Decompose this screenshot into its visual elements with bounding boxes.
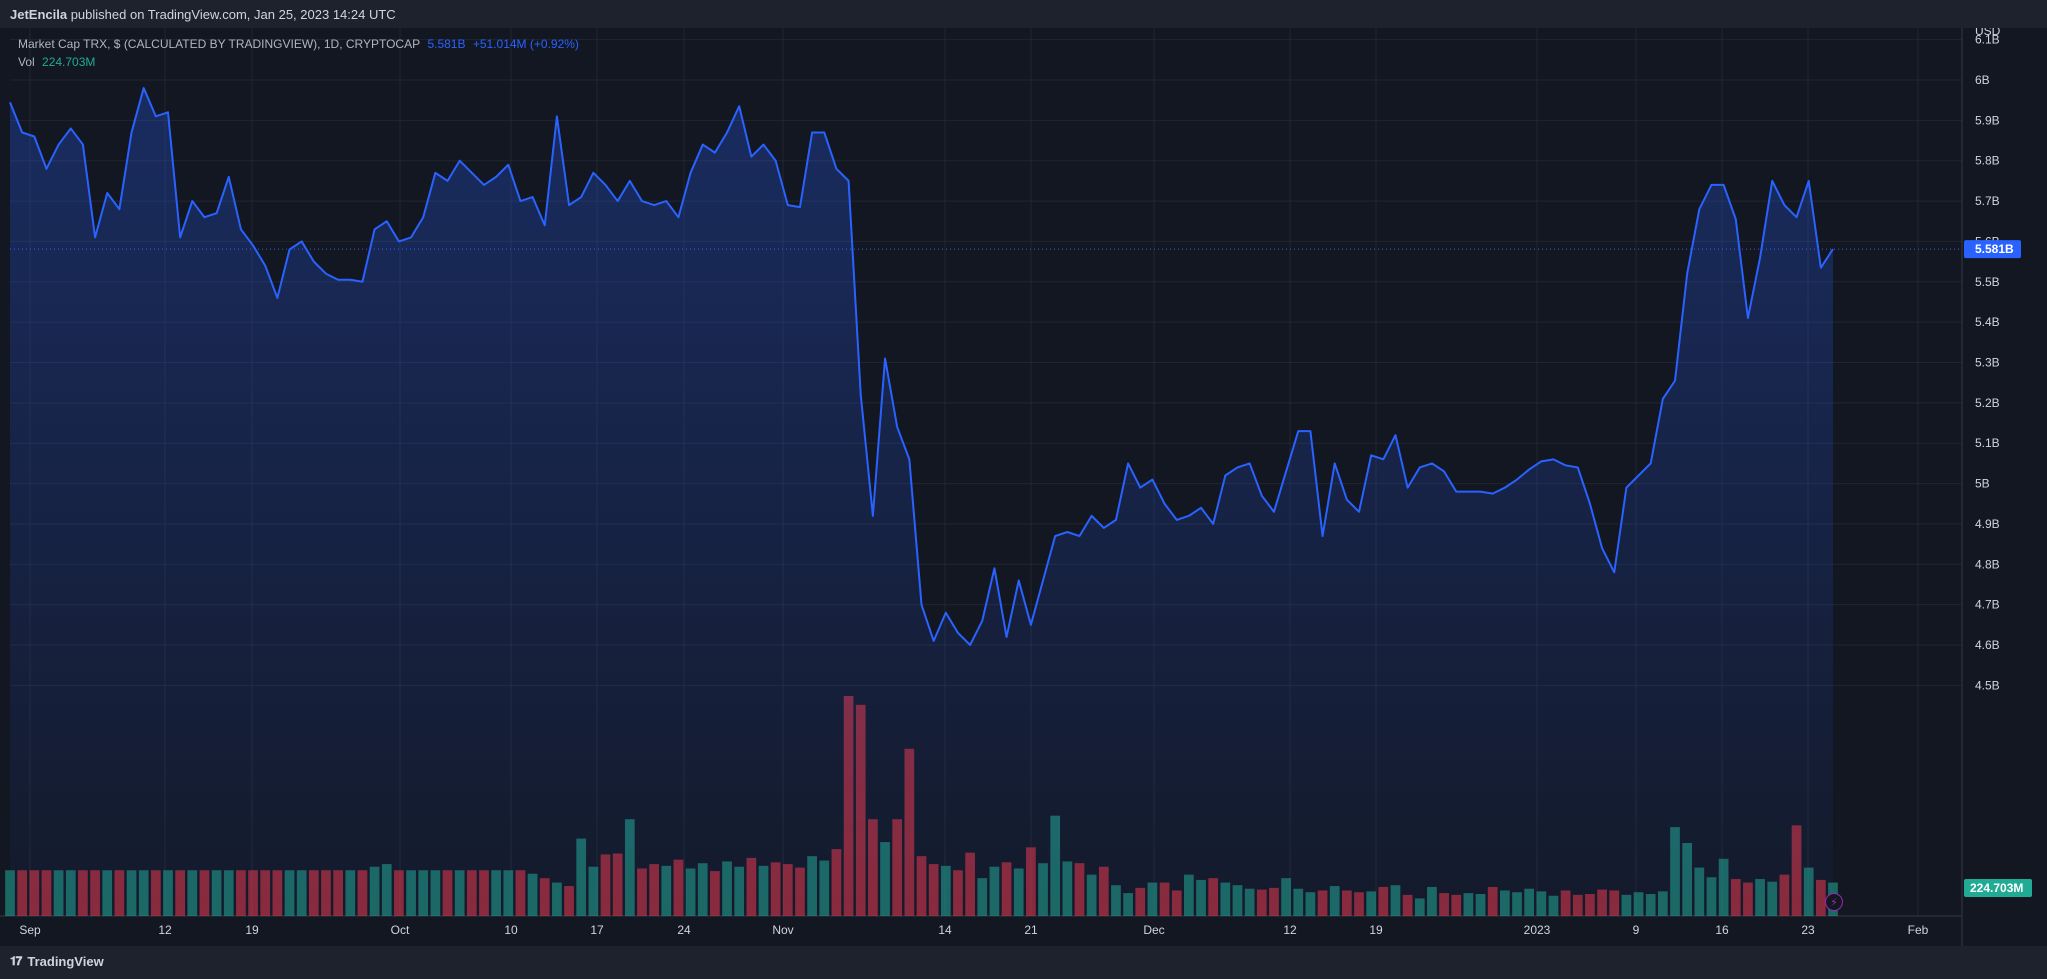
x-tick-label: Feb <box>1908 923 1929 937</box>
publisher-name[interactable]: JetEncila <box>10 7 68 22</box>
x-tick-label: Oct <box>391 923 410 937</box>
publish-bar: JetEncila published on TradingView.com, … <box>0 0 2047 28</box>
y-tick-label: 5.4B <box>1975 315 2000 329</box>
symbol-title[interactable]: Market Cap TRX, $ (CALCULATED BY TRADING… <box>18 37 421 51</box>
vol-value: 224.703M <box>42 55 96 69</box>
volume-label: 224.703M <box>1970 881 2023 895</box>
x-tick-label: 12 <box>158 923 172 937</box>
x-tick-label: 21 <box>1024 923 1038 937</box>
x-tick-label: 23 <box>1801 923 1815 937</box>
y-tick-label: 5.3B <box>1975 356 2000 370</box>
x-tick-label: 2023 <box>1524 923 1551 937</box>
legend-row-volume: Vol 224.703M <box>18 53 583 71</box>
price-chart[interactable]: 6.1B6B5.9B5.8B5.7B5.6B5.5B5.4B5.3B5.2B5.… <box>0 28 2047 946</box>
y-tick-label: 5.9B <box>1975 113 2000 127</box>
x-tick-label: Sep <box>19 923 41 937</box>
tradingview-mark-icon: 𝟏𝟕 <box>10 954 22 968</box>
legend-row-price: Market Cap TRX, $ (CALCULATED BY TRADING… <box>18 35 583 53</box>
x-tick-label: 24 <box>677 923 691 937</box>
vol-label[interactable]: Vol <box>18 55 35 69</box>
x-tick-label: 19 <box>1369 923 1383 937</box>
price-line[interactable] <box>9 87 1834 646</box>
y-tick-label: 4.5B <box>1975 678 2000 692</box>
x-tick-label: 12 <box>1283 923 1297 937</box>
y-tick-label: 4.7B <box>1975 598 2000 612</box>
y-tick-label: 5.5B <box>1975 275 2000 289</box>
chart-area[interactable]: 6.1B6B5.9B5.8B5.7B5.6B5.5B5.4B5.3B5.2B5.… <box>0 28 2047 946</box>
y-tick-label: 4.8B <box>1975 557 2000 571</box>
y-tick-label: 6.1B <box>1975 33 2000 47</box>
publish-info: JetEncila published on TradingView.com, … <box>10 7 396 22</box>
x-tick-label: 19 <box>245 923 259 937</box>
y-tick-label: 5.2B <box>1975 396 2000 410</box>
last-value: 5.581B <box>427 37 466 51</box>
currency-label: USD <box>1975 28 2001 38</box>
volume-label-box <box>1964 879 2032 897</box>
change-value: +51.014M (+0.92%) <box>472 37 579 51</box>
y-tick-label: 5.7B <box>1975 194 2000 208</box>
y-tick-label: 5B <box>1975 477 1990 491</box>
x-tick-label: Nov <box>772 923 793 937</box>
y-tick-label: 4.6B <box>1975 638 2000 652</box>
chart-legend: Market Cap TRX, $ (CALCULATED BY TRADING… <box>18 35 583 71</box>
y-tick-label: 5.1B <box>1975 436 2000 450</box>
footer-bar: 𝟏𝟕 TradingView <box>0 946 2047 979</box>
y-tick-label: 4.9B <box>1975 517 2000 531</box>
x-tick-label: 16 <box>1715 923 1729 937</box>
y-tick-label: 6B <box>1975 73 1990 87</box>
tradingview-logo[interactable]: 𝟏𝟕 TradingView <box>10 954 104 969</box>
x-tick-label: 10 <box>504 923 518 937</box>
x-tick-label: 9 <box>1633 923 1640 937</box>
price-label-box <box>1964 240 2021 259</box>
published-text: published on TradingView.com, Jan 25, 20… <box>67 7 396 22</box>
x-tick-label: 14 <box>938 923 952 937</box>
price-label: 5.581B <box>1975 242 2014 256</box>
y-tick-label: 5.8B <box>1975 154 2000 168</box>
bolt-icon[interactable]: ⚡ <box>1825 893 1843 911</box>
x-tick-label: 17 <box>590 923 604 937</box>
price-area-fill <box>10 88 1833 917</box>
brand-name: TradingView <box>27 954 104 969</box>
x-tick-label: Dec <box>1143 923 1164 937</box>
